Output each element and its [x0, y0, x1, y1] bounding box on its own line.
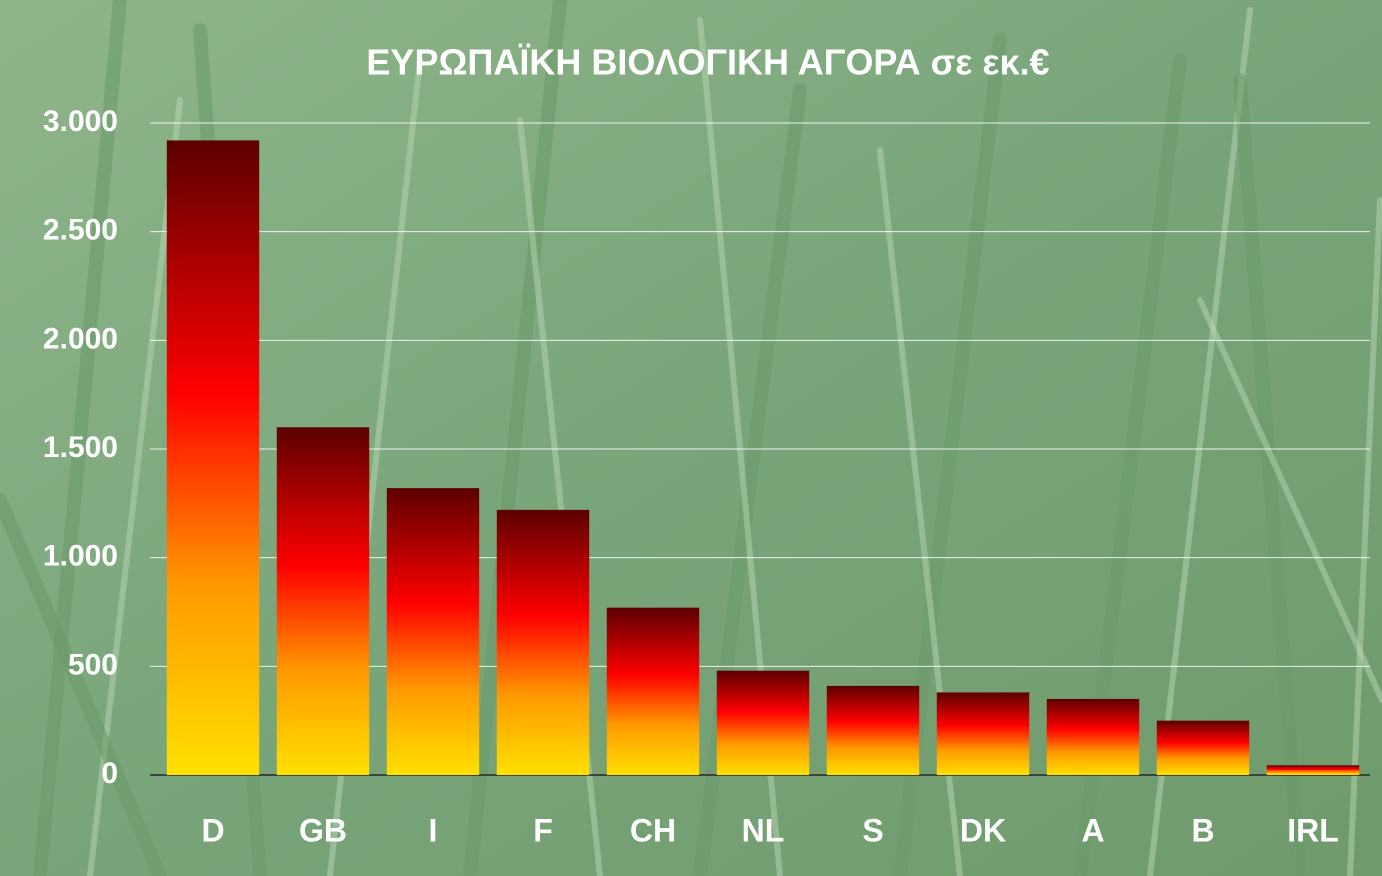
bar [826, 685, 920, 775]
x-tick-label: S [862, 812, 883, 848]
bar [936, 692, 1030, 775]
y-tick-label: 500 [68, 648, 118, 681]
y-tick-label: 2.500 [43, 214, 118, 247]
y-tick-label: 0 [101, 757, 118, 790]
bar [1266, 765, 1360, 775]
x-tick-label: DK [960, 812, 1006, 848]
chart-title: ΕΥΡΩΠΑΪΚΗ ΒΙΟΛΟΓΙΚΗ ΑΓΟΡΑ σε εκ.€ [366, 42, 1049, 83]
bar [716, 670, 810, 775]
x-tick-label: I [429, 812, 438, 848]
bar [276, 427, 370, 775]
x-tick-label: B [1191, 812, 1214, 848]
bar [496, 509, 590, 775]
x-tick-label: D [201, 812, 224, 848]
y-tick-label: 2.000 [43, 322, 118, 355]
x-tick-label: F [533, 812, 553, 848]
bar [386, 488, 480, 775]
x-tick-label: IRL [1287, 812, 1339, 848]
x-tick-label: A [1081, 812, 1104, 848]
bar [166, 140, 260, 776]
y-tick-label: 1.000 [43, 540, 118, 573]
y-tick-label: 3.000 [43, 105, 118, 138]
bar [606, 607, 700, 775]
y-tick-label: 1.500 [43, 431, 118, 464]
x-tick-label: GB [299, 812, 347, 848]
x-tick-label: CH [630, 812, 676, 848]
x-tick-label: NL [742, 812, 785, 848]
bar [1156, 720, 1250, 775]
bar [1046, 698, 1140, 775]
